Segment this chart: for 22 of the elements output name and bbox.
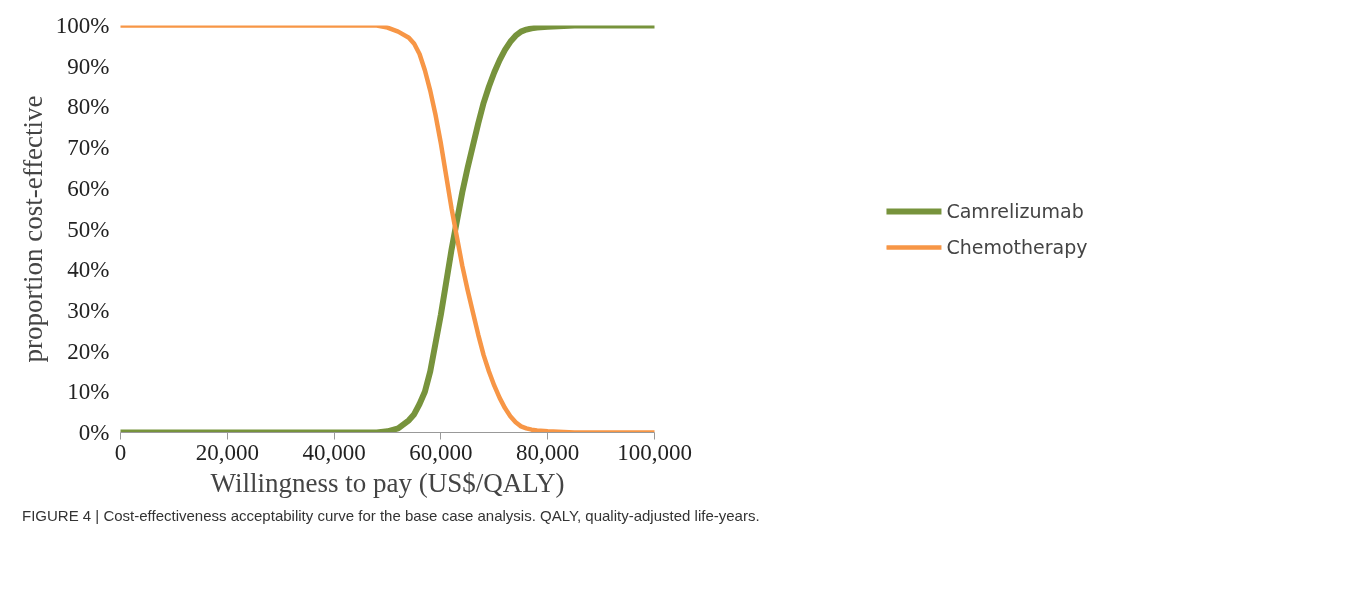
y-tick-label: 30% xyxy=(67,297,110,323)
y-tick-label: 40% xyxy=(67,257,110,283)
y-tick-label: 20% xyxy=(67,338,110,364)
legend-label: Chemotherapy xyxy=(946,235,1088,258)
x-tick-label: 40,000 xyxy=(302,439,366,465)
legend-label: Camrelizumab xyxy=(946,199,1084,222)
y-tick-label: 100% xyxy=(55,13,110,38)
y-axis-title: proportion cost-effective xyxy=(17,95,48,363)
y-tick-label: 70% xyxy=(67,135,110,161)
x-tick-label: 0 xyxy=(114,439,127,465)
x-tick-label: 100,000 xyxy=(617,439,692,465)
x-axis-title: Willingness to pay (US$/QALY) xyxy=(210,467,565,498)
y-tick-label: 80% xyxy=(67,94,110,120)
caption: FIGURE 4 | Cost-effectiveness acceptability curve for the base case analysis. QALY, quality-adjusted life-years. xyxy=(22,506,760,526)
y-tick-label: 10% xyxy=(67,379,110,405)
x-tick-label: 20,000 xyxy=(195,439,259,465)
x-tick-label: 80,000 xyxy=(516,439,580,465)
x-tick-label: 60,000 xyxy=(409,439,473,465)
y-tick-label: 60% xyxy=(67,175,110,201)
y-tick-label: 90% xyxy=(67,53,110,79)
y-tick-label: 0% xyxy=(78,420,110,445)
y-tick-label: 50% xyxy=(67,216,110,242)
